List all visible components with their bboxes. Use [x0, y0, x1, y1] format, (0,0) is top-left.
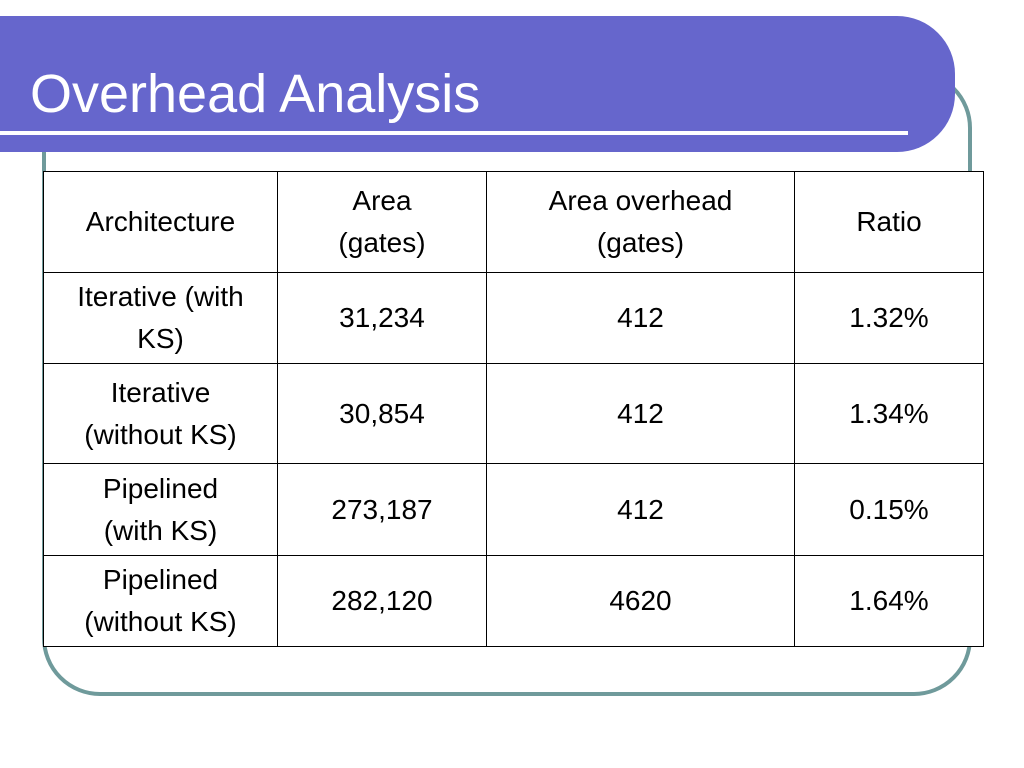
architecture-line: KS) [137, 323, 184, 354]
architecture-line: (without KS) [84, 606, 237, 637]
cell-area-overhead: 412 [486, 272, 795, 364]
header-area-label: Area [352, 185, 412, 216]
cell-ratio: 1.64% [794, 555, 984, 647]
cell-area-overhead: 412 [486, 363, 795, 464]
header-area-overhead-label: Area overhead [548, 185, 733, 216]
architecture-line: Iterative [110, 376, 211, 408]
overhead-table: Architecture Area (gates) Area overhead … [43, 171, 984, 647]
cell-architecture: Pipelined (with KS) [43, 463, 278, 556]
cell-architecture: Iterative (with KS) [43, 272, 278, 364]
architecture-line: (without KS) [84, 418, 237, 450]
cell-area: 273,187 [277, 463, 487, 556]
table-row: Iterative (with KS) 31,234 412 1.32% [43, 272, 984, 364]
architecture-line: (with KS) [103, 514, 218, 546]
header-area-overhead-unit: (gates) [596, 227, 685, 258]
header-area-overhead: Area overhead (gates) [486, 171, 795, 273]
cell-architecture: Pipelined (without KS) [43, 555, 278, 647]
architecture-line: Pipelined [102, 472, 219, 504]
architecture-line: Iterative (with [77, 281, 244, 312]
table-header-row: Architecture Area (gates) Area overhead … [43, 171, 984, 273]
cell-area: 31,234 [277, 272, 487, 364]
table-row: Iterative (without KS) 30,854 412 1.34% [43, 363, 984, 464]
architecture-line: Pipelined [102, 564, 219, 595]
header-architecture: Architecture [43, 171, 278, 273]
header-ratio: Ratio [794, 171, 984, 273]
header-area-unit: (gates) [338, 227, 426, 258]
cell-area: 30,854 [277, 363, 487, 464]
header-area: Area (gates) [277, 171, 487, 273]
cell-ratio: 0.15% [794, 463, 984, 556]
title-underline [0, 131, 908, 135]
slide-title: Overhead Analysis [30, 64, 481, 124]
table-row: Pipelined (with KS) 273,187 412 0.15% [43, 463, 984, 556]
cell-area: 282,120 [277, 555, 487, 647]
header-ratio-label: Ratio [856, 206, 922, 237]
cell-area-overhead: 412 [486, 463, 795, 556]
title-bar [0, 16, 955, 152]
cell-area-overhead: 4620 [486, 555, 795, 647]
header-architecture-label: Architecture [85, 206, 236, 237]
table-row: Pipelined (without KS) 282,120 4620 1.64… [43, 555, 984, 647]
cell-ratio: 1.32% [794, 272, 984, 364]
cell-ratio: 1.34% [794, 363, 984, 464]
cell-architecture: Iterative (without KS) [43, 363, 278, 464]
